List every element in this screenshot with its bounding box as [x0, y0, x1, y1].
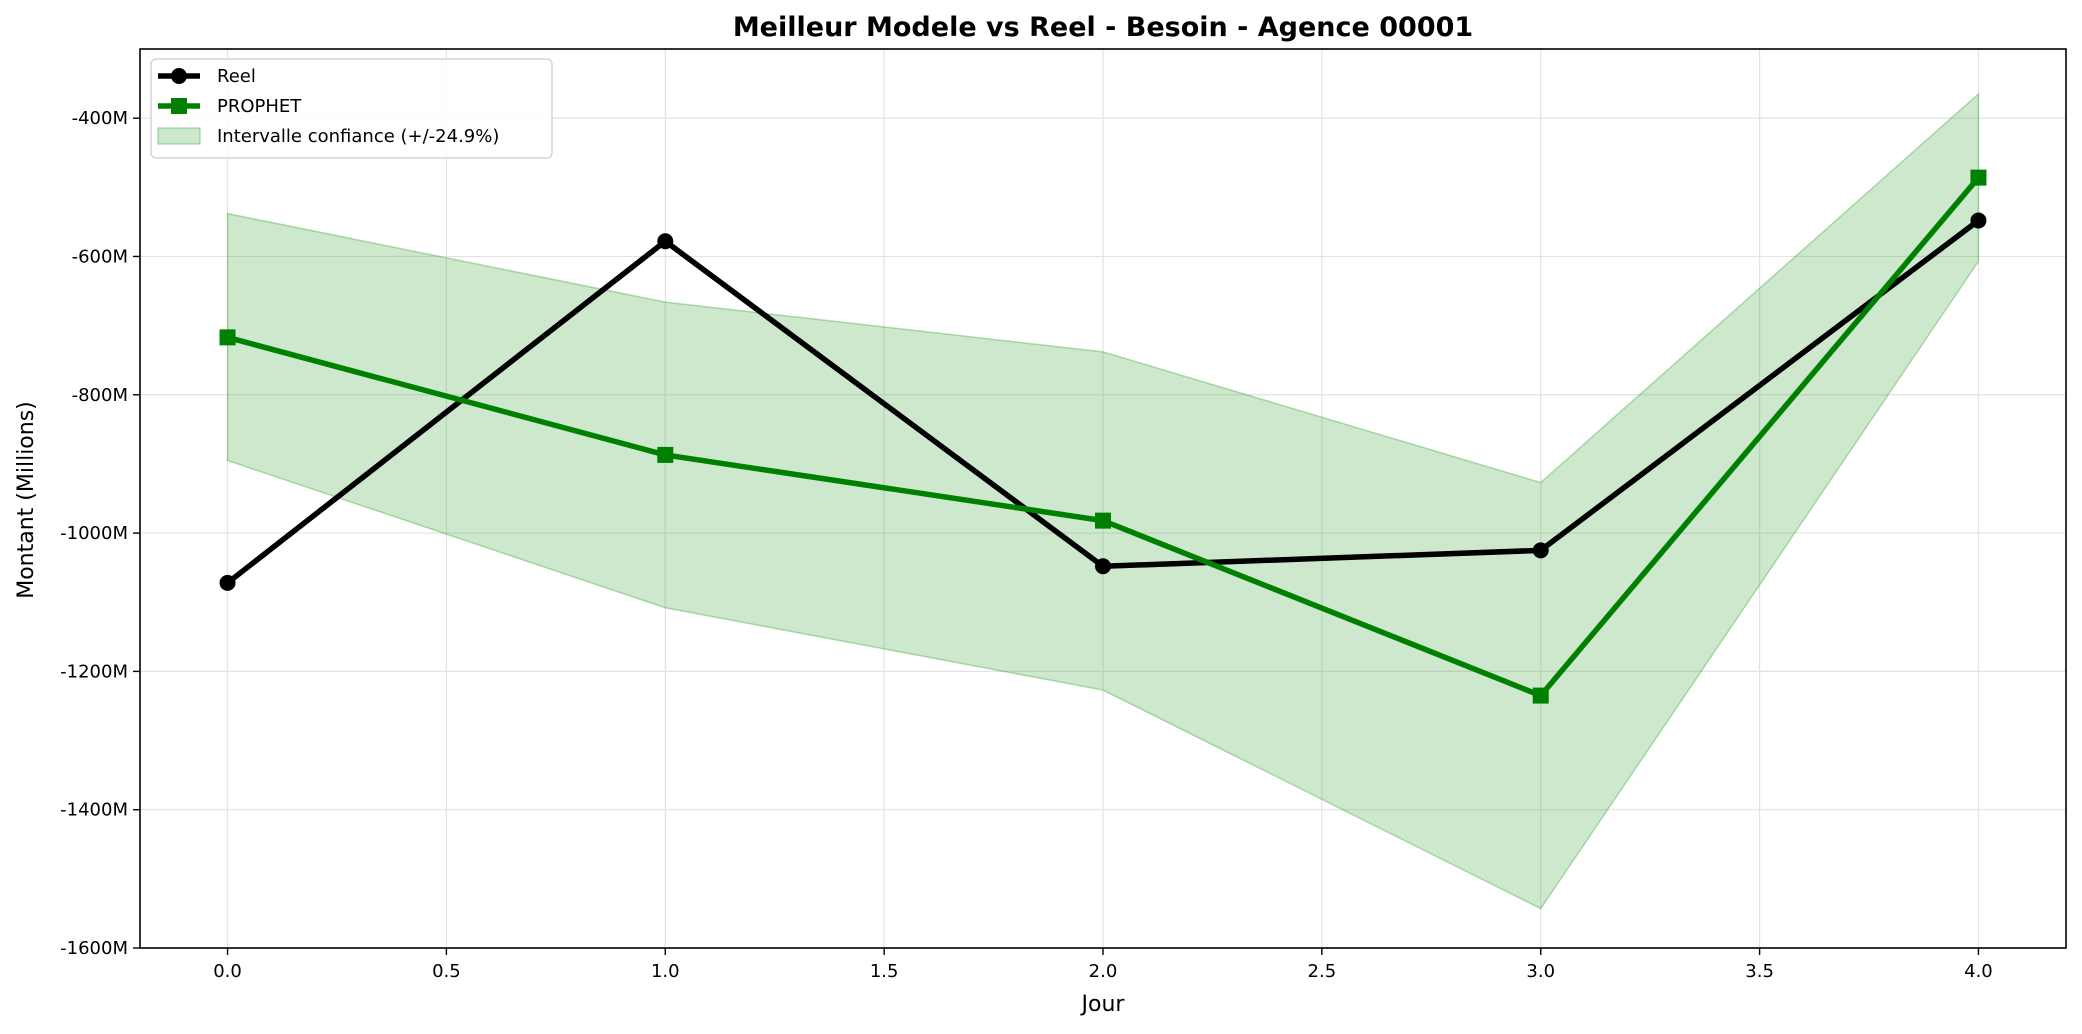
series-layer — [219, 169, 1987, 704]
y-tick-label: -1200M — [60, 661, 128, 682]
series-prophet — [219, 169, 1987, 704]
axis-ticks: 0.0 0.5 1.0 1.5 2.0 2.5 3.0 3.5 4.0 -1600M -1400M -… — [60, 108, 1993, 982]
x-tick-label: 0.0 — [213, 961, 242, 982]
legend-label-reel: Reel — [217, 66, 256, 87]
confidence-band-layer — [226, 92, 1980, 910]
y-tick-label: -1600M — [60, 938, 128, 959]
data-point-reel — [1970, 212, 1987, 229]
x-axis-label: Jour — [1080, 992, 1126, 1017]
legend-label-prophet: PROPHET — [217, 96, 302, 117]
y-tick-label: -600M — [72, 246, 128, 267]
confidence-band — [226, 92, 1980, 910]
data-point-prophet — [219, 329, 236, 346]
legend-marker-reel — [171, 68, 187, 84]
data-point-reel — [657, 233, 674, 250]
chart-title: Meilleur Modele vs Reel - Besoin - Agenc… — [733, 12, 1473, 43]
data-point-prophet — [1095, 512, 1111, 529]
legend-label-band: Intervalle confiance (+/-24.9%) — [217, 126, 499, 147]
x-tick-label: 3.5 — [1745, 961, 1774, 982]
x-tick-label: 4.0 — [1964, 961, 1993, 982]
y-tick-label: -1400M — [60, 800, 128, 821]
data-point-prophet — [1970, 169, 1987, 186]
x-tick-label: 0.5 — [432, 961, 461, 982]
legend-box — [150, 58, 553, 159]
legend-marker-prophet — [171, 98, 187, 114]
data-point-reel — [219, 574, 236, 591]
y-tick-label: -800M — [72, 385, 128, 406]
x-tick-label: 1.5 — [870, 961, 899, 982]
x-tick-label: 2.0 — [1089, 961, 1118, 982]
y-axis-label: Montant (Millions) — [14, 401, 39, 599]
data-point-reel — [1532, 542, 1549, 559]
data-point-prophet — [1532, 687, 1549, 704]
legend: Reel PROPHET Intervalle confiance (+/-24.9… — [150, 58, 553, 159]
y-tick-label: -1000M — [60, 523, 128, 544]
series-reel — [219, 212, 1987, 591]
x-tick-label: 1.0 — [651, 961, 680, 982]
data-point-reel — [1095, 558, 1111, 575]
y-tick-label: -400M — [72, 108, 128, 129]
x-tick-label: 2.5 — [1308, 961, 1337, 982]
legend-swatch-band — [157, 127, 201, 145]
x-tick-label: 3.0 — [1526, 961, 1555, 982]
data-point-prophet — [657, 446, 674, 463]
